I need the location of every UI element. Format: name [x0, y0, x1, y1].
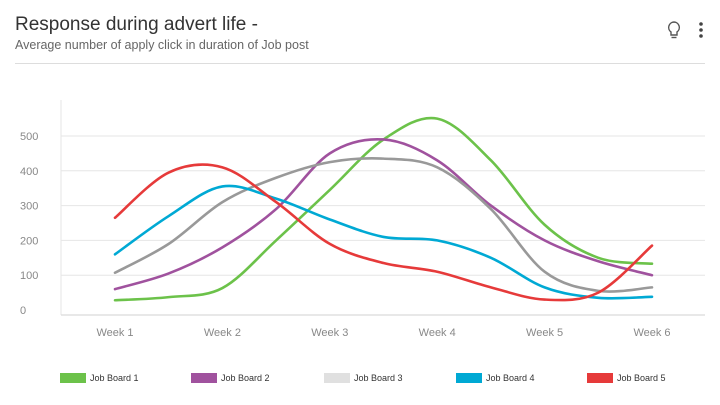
- y-tick-label: 100: [20, 270, 38, 282]
- divider: [15, 63, 705, 64]
- legend-label: Job Board 1: [90, 373, 139, 383]
- legend-label: Job Board 2: [221, 373, 270, 383]
- legend-swatch: [456, 373, 482, 383]
- legend: Job Board 1 Job Board 2 Job Board 3 Job Boa…: [0, 373, 720, 389]
- y-tick-label: 200: [20, 235, 38, 247]
- x-tick-label: Week 6: [633, 327, 670, 339]
- y-tick-label: 0: [20, 305, 26, 317]
- legend-swatch: [191, 373, 217, 383]
- series-line-4: [113, 184, 654, 300]
- page-title: Response during advert life -: [15, 14, 258, 35]
- legend-item[interactable]: Job Board 3: [324, 373, 403, 383]
- x-tick-label: Week 2: [204, 327, 241, 339]
- series-line-2: [113, 137, 654, 291]
- y-tick-label: 500: [20, 131, 38, 143]
- y-tick-label: 300: [20, 201, 38, 213]
- page-subtitle: Average number of apply click in duratio…: [15, 38, 309, 52]
- series-line-1: [113, 116, 654, 302]
- legend-item[interactable]: Job Board 5: [587, 373, 666, 383]
- legend-label: Job Board 5: [617, 373, 666, 383]
- legend-label: Job Board 4: [486, 373, 535, 383]
- series-line-5: [113, 163, 654, 302]
- line-chart: 0 100 200 300 400 500 Week 1 Week 2 Week 3 Week 4…: [20, 100, 705, 339]
- x-tick-label: Week 5: [526, 327, 563, 339]
- x-tick-label: Week 1: [96, 327, 133, 339]
- lightbulb-icon[interactable]: [666, 20, 682, 45]
- series-line-3: [113, 157, 654, 293]
- legend-item[interactable]: Job Board 1: [60, 373, 139, 383]
- legend-swatch: [587, 373, 613, 383]
- legend-swatch: [324, 373, 350, 383]
- legend-item[interactable]: Job Board 2: [191, 373, 270, 383]
- legend-label: Job Board 3: [354, 373, 403, 383]
- legend-item[interactable]: Job Board 4: [456, 373, 535, 383]
- y-tick-label: 400: [20, 166, 38, 178]
- more-vertical-icon[interactable]: [697, 20, 705, 45]
- legend-swatch: [60, 373, 86, 383]
- x-tick-label: Week 4: [419, 327, 456, 339]
- x-tick-label: Week 3: [311, 327, 348, 339]
